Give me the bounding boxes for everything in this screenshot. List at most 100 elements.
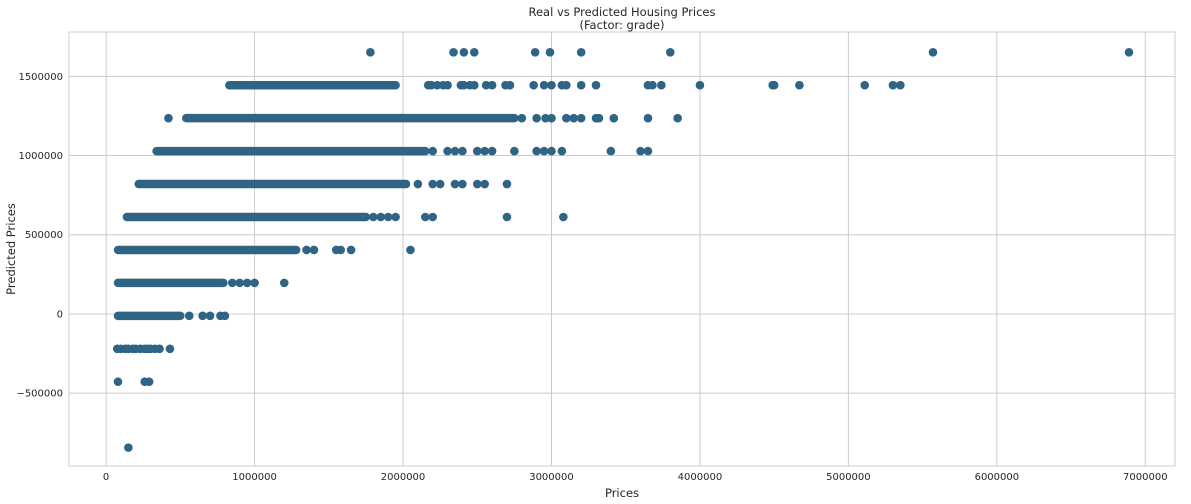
data-point <box>302 245 311 255</box>
data-point <box>165 344 175 354</box>
y-tick-label: 1500000 <box>18 72 63 83</box>
data-point <box>459 80 469 90</box>
data-point <box>469 80 479 90</box>
data-point <box>576 47 586 57</box>
y-tick-labels: −500000 0 500000 1000000 1500000 <box>16 72 63 400</box>
data-point <box>695 80 705 90</box>
data-point <box>309 245 319 255</box>
data-point <box>435 179 445 189</box>
data-point <box>557 146 567 156</box>
data-point <box>547 80 556 90</box>
data-point <box>449 47 458 57</box>
data-point <box>576 80 586 90</box>
data-point <box>481 80 491 90</box>
data-point <box>458 146 467 156</box>
data-point <box>562 113 571 123</box>
data-point <box>569 113 579 123</box>
y-tick-label: −500000 <box>16 389 63 400</box>
data-point <box>606 146 616 156</box>
data-point <box>228 278 237 288</box>
chart-title: Real vs Predicted Housing Prices <box>529 5 716 19</box>
data-point <box>559 212 568 222</box>
data-point <box>547 113 556 123</box>
data-point <box>450 179 460 189</box>
data-point <box>532 113 541 123</box>
data-point <box>860 80 870 90</box>
data-point <box>594 113 604 123</box>
data-point <box>472 179 482 189</box>
x-tick-label: 5000000 <box>826 472 871 483</box>
data-point <box>795 80 804 90</box>
data-point <box>459 47 469 57</box>
y-tick-label: 500000 <box>25 230 63 241</box>
data-point <box>487 146 497 156</box>
data-points <box>112 47 1134 452</box>
x-tick-label: 2000000 <box>381 472 426 483</box>
data-point <box>383 212 393 222</box>
data-point <box>502 212 512 222</box>
data-point <box>242 278 252 288</box>
data-point <box>469 47 479 57</box>
data-point <box>643 113 653 123</box>
data-point <box>406 245 415 255</box>
x-axis-label: Prices <box>605 486 639 500</box>
data-point <box>636 146 645 156</box>
data-point <box>576 113 586 123</box>
x-tick-labels: 0 1000000 2000000 3000000 4000000 5000000 6000… <box>103 472 1168 483</box>
x-tick-label: 3000000 <box>529 472 574 483</box>
data-point <box>648 80 657 90</box>
data-point <box>480 179 489 189</box>
x-tick-label: 6000000 <box>975 472 1020 483</box>
data-point <box>432 80 442 90</box>
data-point <box>198 311 207 321</box>
data-point <box>545 47 555 57</box>
data-point <box>609 113 619 123</box>
data-point <box>428 212 438 222</box>
data-point <box>657 80 666 90</box>
data-point <box>530 47 540 57</box>
y-tick-label: 1000000 <box>18 151 63 162</box>
data-point <box>144 377 154 387</box>
y-axis-label: Predicted Prices <box>4 203 18 295</box>
x-tick-label: 4000000 <box>678 472 723 483</box>
data-point <box>220 311 230 321</box>
data-point <box>346 245 356 255</box>
x-tick-label: 7000000 <box>1123 472 1168 483</box>
data-point <box>428 179 438 189</box>
data-point <box>155 344 164 354</box>
data-point <box>529 80 538 90</box>
data-point <box>1124 47 1134 57</box>
data-point <box>279 278 289 288</box>
data-point <box>928 47 938 57</box>
data-point <box>502 179 512 189</box>
data-point <box>472 146 482 156</box>
data-point <box>413 179 423 189</box>
data-point <box>539 80 549 90</box>
data-point <box>673 113 682 123</box>
data-point <box>547 146 556 156</box>
data-point <box>562 80 571 90</box>
data-point <box>391 212 400 222</box>
data-point <box>896 80 905 90</box>
data-point <box>665 47 675 57</box>
data-point <box>541 113 550 123</box>
x-tick-label: 1000000 <box>232 472 277 483</box>
data-point <box>376 212 386 222</box>
data-point <box>428 146 438 156</box>
data-point <box>164 113 173 123</box>
data-point <box>113 377 123 387</box>
data-point <box>539 146 549 156</box>
data-point <box>888 80 898 90</box>
data-point <box>450 146 460 156</box>
data-point <box>420 212 430 222</box>
data-point <box>366 47 375 57</box>
data-point <box>532 146 541 156</box>
data-point <box>458 179 467 189</box>
y-tick-label: 0 <box>57 309 63 320</box>
data-point <box>369 212 378 222</box>
data-point <box>250 278 259 288</box>
x-tick-label: 0 <box>103 472 109 483</box>
data-point <box>336 245 345 255</box>
